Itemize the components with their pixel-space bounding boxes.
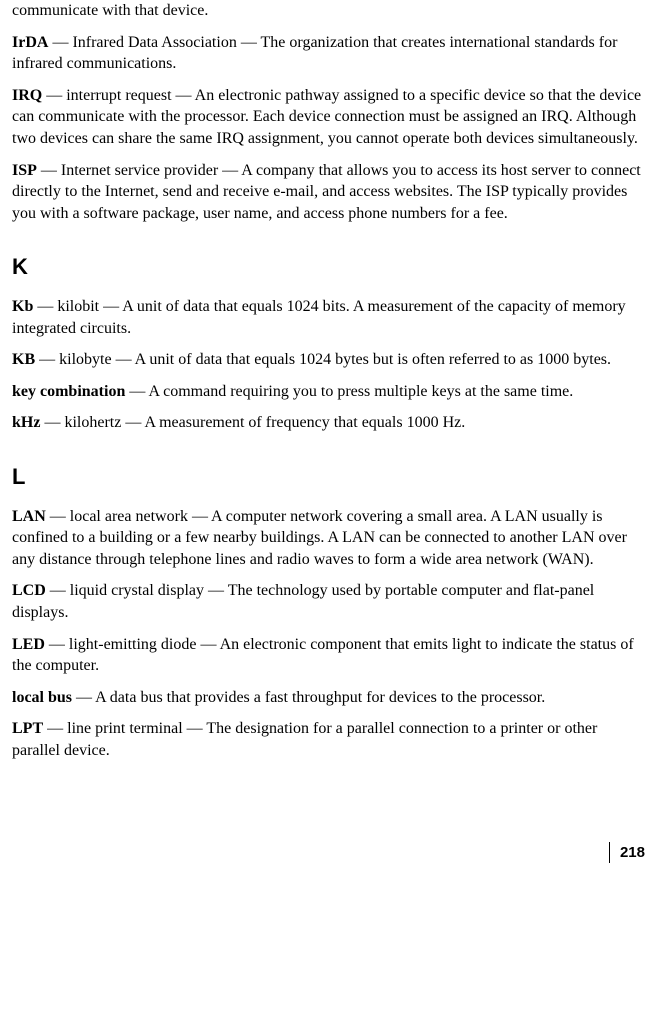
page-number: 218 [609, 842, 645, 863]
glossary-entry: kHz — kilohertz — A measurement of frequ… [12, 412, 647, 434]
glossary-term: key combination [12, 383, 125, 400]
glossary-term: LAN [12, 508, 46, 525]
glossary-term: LED [12, 636, 45, 653]
glossary-definition: — Infrared Data Association — The organi… [12, 34, 617, 73]
glossary-definition: — liquid crystal display — The technolog… [12, 582, 594, 621]
glossary-term: kHz [12, 414, 40, 431]
glossary-entry: Kb — kilobit — A unit of data that equal… [12, 296, 647, 339]
glossary-entry: key combination — A command requiring yo… [12, 381, 647, 403]
glossary-term: IRQ [12, 87, 42, 104]
glossary-definition: — interrupt request — An electronic path… [12, 87, 641, 147]
glossary-definition: — A data bus that provides a fast throug… [72, 689, 545, 706]
glossary-term: local bus [12, 689, 72, 706]
glossary-entry: IrDA — Infrared Data Association — The o… [12, 32, 647, 75]
glossary-term: ISP [12, 162, 37, 179]
glossary-term: LCD [12, 582, 46, 599]
glossary-definition: — kilohertz — A measurement of frequency… [40, 414, 465, 431]
glossary-entry: LAN — local area network — A computer ne… [12, 506, 647, 571]
glossary-definition: — A command requiring you to press multi… [125, 383, 573, 400]
glossary-entry: LPT — line print terminal — The designat… [12, 718, 647, 761]
glossary-term: Kb [12, 298, 33, 315]
glossary-definition: — kilobyte — A unit of data that equals … [35, 351, 611, 368]
glossary-term: LPT [12, 720, 43, 737]
section-heading-l: L [12, 462, 647, 492]
glossary-definition: — local area network — A computer networ… [12, 508, 627, 568]
glossary-entry: KB — kilobyte — A unit of data that equa… [12, 349, 647, 371]
glossary-definition: — line print terminal — The designation … [12, 720, 597, 759]
section-heading-k: K [12, 252, 647, 282]
glossary-entry: local bus — A data bus that provides a f… [12, 687, 647, 709]
glossary-term: KB [12, 351, 35, 368]
glossary-term: IrDA [12, 34, 48, 51]
glossary-definition: — kilobit — A unit of data that equals 1… [12, 298, 626, 337]
continuation-fragment: communicate with that device. [12, 0, 647, 22]
glossary-entry: IRQ — interrupt request — An electronic … [12, 85, 647, 150]
glossary-entry: LED — light-emitting diode — An electron… [12, 634, 647, 677]
glossary-definition: — Internet service provider — A company … [12, 162, 641, 222]
page-footer: 218 [12, 842, 647, 863]
glossary-definition: — light-emitting diode — An electronic c… [12, 636, 634, 675]
glossary-entry: ISP — Internet service provider — A comp… [12, 160, 647, 225]
glossary-entry: LCD — liquid crystal display — The techn… [12, 580, 647, 623]
